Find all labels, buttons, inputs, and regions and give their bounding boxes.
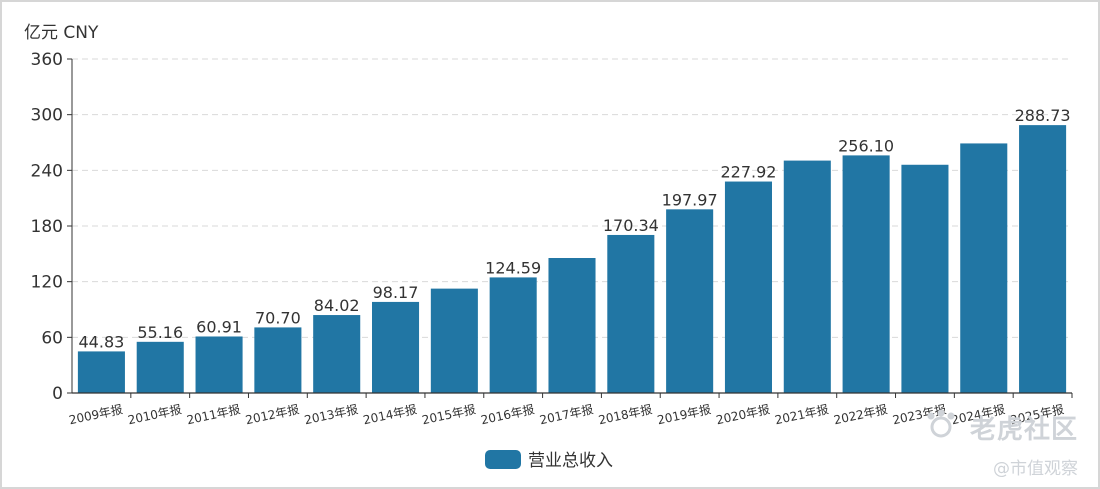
legend-label: 营业总收入 [528,451,613,471]
tiger-paw-icon [927,409,955,438]
x-tick-label: 2010年报 [126,401,182,427]
data-label: 60.91 [196,317,242,336]
bar[interactable] [607,234,655,393]
bar[interactable] [136,341,184,393]
bar[interactable] [783,160,831,393]
legend[interactable]: 营业总收入 [485,450,613,471]
unit-label: 亿元 CNY [24,23,99,43]
x-tick-label: 2014年报 [362,401,418,427]
y-tick-label: 0 [52,384,63,404]
bar[interactable] [960,143,1008,393]
bar[interactable] [724,181,772,393]
bars [77,125,1067,394]
x-tick-label: 2016年报 [479,401,535,427]
y-tick-label: 300 [31,106,63,126]
bar[interactable] [666,209,714,393]
data-label: 288.73 [1015,106,1071,125]
bar[interactable] [548,258,596,393]
data-label: 124.59 [485,258,541,277]
x-tick-label: 2012年报 [244,401,300,427]
bar[interactable] [372,301,420,393]
watermark-main: 老虎社区 [969,415,1078,445]
y-tick-label: 360 [31,50,63,70]
data-label: 44.83 [79,332,125,351]
data-label: 170.34 [603,216,659,235]
x-tick-label: 2021年报 [773,401,829,427]
data-label: 98.17 [373,283,419,302]
data-label: 227.92 [720,163,776,182]
data-labels: 44.83 55.16 60.91 70.70 84.02 98.17 124.59 170.… [79,106,1071,351]
y-tick-label: 240 [31,161,63,181]
legend-swatch [485,450,521,469]
x-tick-label: 2020年报 [715,401,771,427]
x-tick-label: 2019年报 [656,401,712,427]
watermark-sub: @市值观察 [993,459,1078,479]
y-tick-label: 180 [31,217,63,237]
data-label: 256.10 [838,136,894,155]
x-tick-label: 2015年报 [421,401,477,427]
data-label: 55.16 [137,323,183,342]
bar[interactable] [430,288,478,393]
data-label: 197.97 [662,190,718,209]
data-label: 84.02 [314,296,360,315]
bar[interactable] [195,336,243,393]
x-tick-label: 2017年报 [538,401,594,427]
bar[interactable] [77,351,125,393]
y-tick-label: 60 [41,328,63,348]
x-tick-label: 2009年报 [68,401,124,427]
x-tick-label: 2022年报 [832,401,888,427]
bar[interactable] [1019,125,1067,394]
y-tick-label: 120 [31,273,63,293]
x-tick-label: 2013年报 [303,401,359,427]
bar[interactable] [901,164,949,393]
bar[interactable] [489,277,537,393]
x-tick-label: 2011年报 [185,401,241,427]
bar[interactable] [313,315,361,393]
bar[interactable] [842,155,890,393]
bar[interactable] [254,327,302,393]
data-label: 70.70 [255,308,301,327]
x-tick-label: 2018年报 [597,401,653,427]
